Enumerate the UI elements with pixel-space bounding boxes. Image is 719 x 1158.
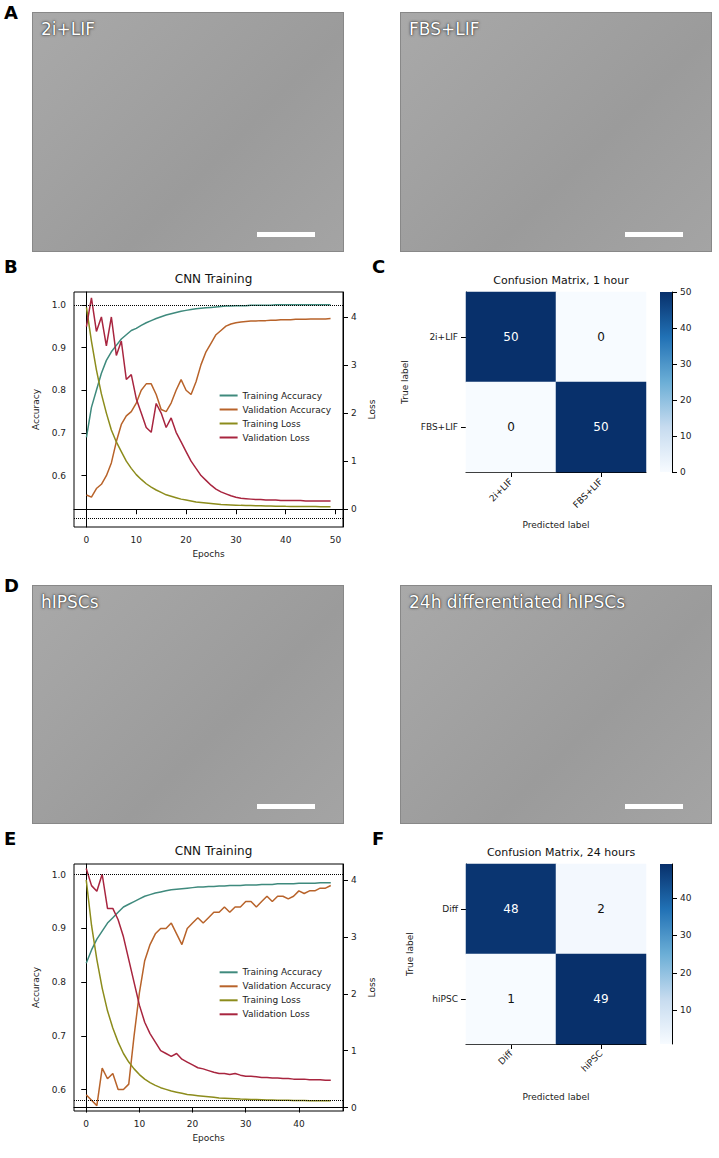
html-text:2i+LIF: 2i+LIF: [41, 19, 95, 39]
svg-text:Loss: Loss: [367, 977, 377, 997]
svg-text:20: 20: [680, 968, 692, 978]
svg-text:CNN Training: CNN Training: [175, 844, 253, 858]
html-text:hIPSCs: hIPSCs: [41, 592, 99, 612]
html-text:A: A: [4, 2, 18, 23]
svg-text:Validation Loss: Validation Loss: [243, 1009, 310, 1019]
svg-text:True label: True label: [400, 360, 410, 405]
svg-text:30: 30: [680, 930, 692, 940]
svg-text:50: 50: [330, 535, 342, 545]
svg-text:0: 0: [351, 504, 357, 514]
svg-text:Epochs: Epochs: [192, 1133, 225, 1143]
html-text:C: C: [372, 256, 386, 277]
svg-text:10: 10: [131, 535, 143, 545]
svg-text:Validation Accuracy: Validation Accuracy: [243, 981, 332, 991]
svg-text:0.8: 0.8: [52, 977, 67, 987]
svg-text:Diff: Diff: [442, 904, 458, 914]
svg-text:49: 49: [593, 992, 608, 1006]
svg-text:Training Loss: Training Loss: [242, 995, 301, 1005]
svg-text:3: 3: [351, 360, 357, 370]
svg-text:20: 20: [680, 395, 692, 405]
svg-text:2: 2: [351, 408, 357, 418]
html-text:24h differentiated hIPSCs: 24h differentiated hIPSCs: [409, 592, 625, 612]
svg-text:10: 10: [134, 1119, 146, 1129]
svg-text:2i+LIF: 2i+LIF: [429, 332, 458, 342]
svg-text:Loss: Loss: [367, 399, 377, 419]
svg-text:10: 10: [680, 1005, 692, 1015]
svg-text:30: 30: [680, 359, 692, 369]
svg-text:4: 4: [351, 312, 357, 322]
svg-text:10: 10: [680, 431, 692, 441]
svg-text:Predicted label: Predicted label: [523, 520, 590, 530]
svg-text:Training Loss: Training Loss: [242, 419, 301, 429]
svg-text:1.0: 1.0: [52, 870, 67, 880]
svg-text:0.9: 0.9: [52, 923, 67, 933]
svg-text:0.6: 0.6: [52, 471, 67, 481]
svg-text:4: 4: [351, 875, 357, 885]
svg-text:40: 40: [680, 893, 692, 903]
svg-text:Training Accuracy: Training Accuracy: [242, 967, 323, 977]
svg-text:2i+LIF: 2i+LIF: [487, 476, 514, 503]
svg-text:0.8: 0.8: [52, 385, 67, 395]
svg-text:CNN Training: CNN Training: [175, 272, 253, 286]
svg-text:0: 0: [351, 1103, 357, 1113]
svg-text:Validation Loss: Validation Loss: [243, 433, 310, 443]
svg-text:FBS+LIF: FBS+LIF: [421, 422, 458, 432]
svg-text:40: 40: [293, 1119, 305, 1129]
svg-text:Accuracy: Accuracy: [31, 966, 41, 1008]
svg-text:0: 0: [84, 535, 90, 545]
svg-text:0.6: 0.6: [52, 1085, 67, 1095]
svg-text:3: 3: [351, 932, 357, 942]
svg-text:40: 40: [680, 323, 692, 333]
svg-text:0: 0: [680, 467, 686, 477]
svg-text:0.9: 0.9: [52, 343, 67, 353]
svg-text:50: 50: [503, 330, 518, 344]
svg-text:Epochs: Epochs: [192, 549, 225, 559]
svg-text:1: 1: [351, 456, 357, 466]
svg-text:2: 2: [597, 902, 605, 916]
svg-text:True label: True label: [405, 932, 415, 977]
html-text:F: F: [372, 828, 385, 849]
svg-text:FBS+LIF: FBS+LIF: [571, 476, 604, 509]
svg-text:0: 0: [597, 330, 605, 344]
svg-text:2: 2: [351, 989, 357, 999]
svg-text:20: 20: [180, 535, 192, 545]
svg-text:0: 0: [83, 1119, 89, 1129]
svg-text:50: 50: [593, 420, 608, 434]
svg-text:0.7: 0.7: [52, 428, 66, 438]
svg-text:30: 30: [240, 1119, 252, 1129]
svg-text:hiPSC: hiPSC: [579, 1048, 604, 1073]
svg-text:50: 50: [680, 287, 692, 297]
svg-text:Predicted label: Predicted label: [523, 1092, 590, 1102]
svg-text:20: 20: [187, 1119, 199, 1129]
svg-text:hiPSC: hiPSC: [432, 994, 458, 1004]
html-text:D: D: [4, 575, 19, 596]
svg-text:48: 48: [503, 902, 518, 916]
svg-text:1: 1: [351, 1046, 357, 1056]
html-text:FBS+LIF: FBS+LIF: [409, 19, 480, 39]
svg-text:0.7: 0.7: [52, 1031, 66, 1041]
html-text:E: E: [4, 828, 17, 849]
svg-text:1: 1: [507, 992, 515, 1006]
svg-text:Validation Accuracy: Validation Accuracy: [243, 405, 332, 415]
svg-text:1.0: 1.0: [52, 300, 67, 310]
svg-text:Accuracy: Accuracy: [31, 388, 41, 430]
svg-text:Diff: Diff: [496, 1048, 515, 1067]
svg-text:Training Accuracy: Training Accuracy: [242, 391, 323, 401]
svg-text:Confusion Matrix, 24 hours: Confusion Matrix, 24 hours: [487, 846, 636, 859]
html-text:B: B: [4, 256, 18, 277]
svg-text:0: 0: [507, 420, 515, 434]
svg-text:40: 40: [280, 535, 292, 545]
svg-text:30: 30: [230, 535, 242, 545]
svg-text:Confusion Matrix, 1 hour: Confusion Matrix, 1 hour: [493, 274, 629, 287]
